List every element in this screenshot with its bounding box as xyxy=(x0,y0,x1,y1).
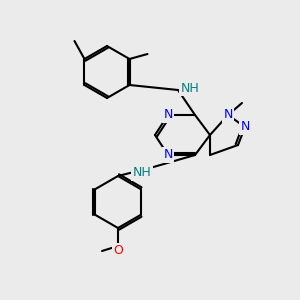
Text: NH: NH xyxy=(133,167,152,179)
Text: N: N xyxy=(223,109,233,122)
Text: N: N xyxy=(240,121,250,134)
Text: O: O xyxy=(113,244,123,257)
Text: NH: NH xyxy=(181,82,200,94)
Text: N: N xyxy=(163,109,173,122)
Text: N: N xyxy=(163,148,173,161)
